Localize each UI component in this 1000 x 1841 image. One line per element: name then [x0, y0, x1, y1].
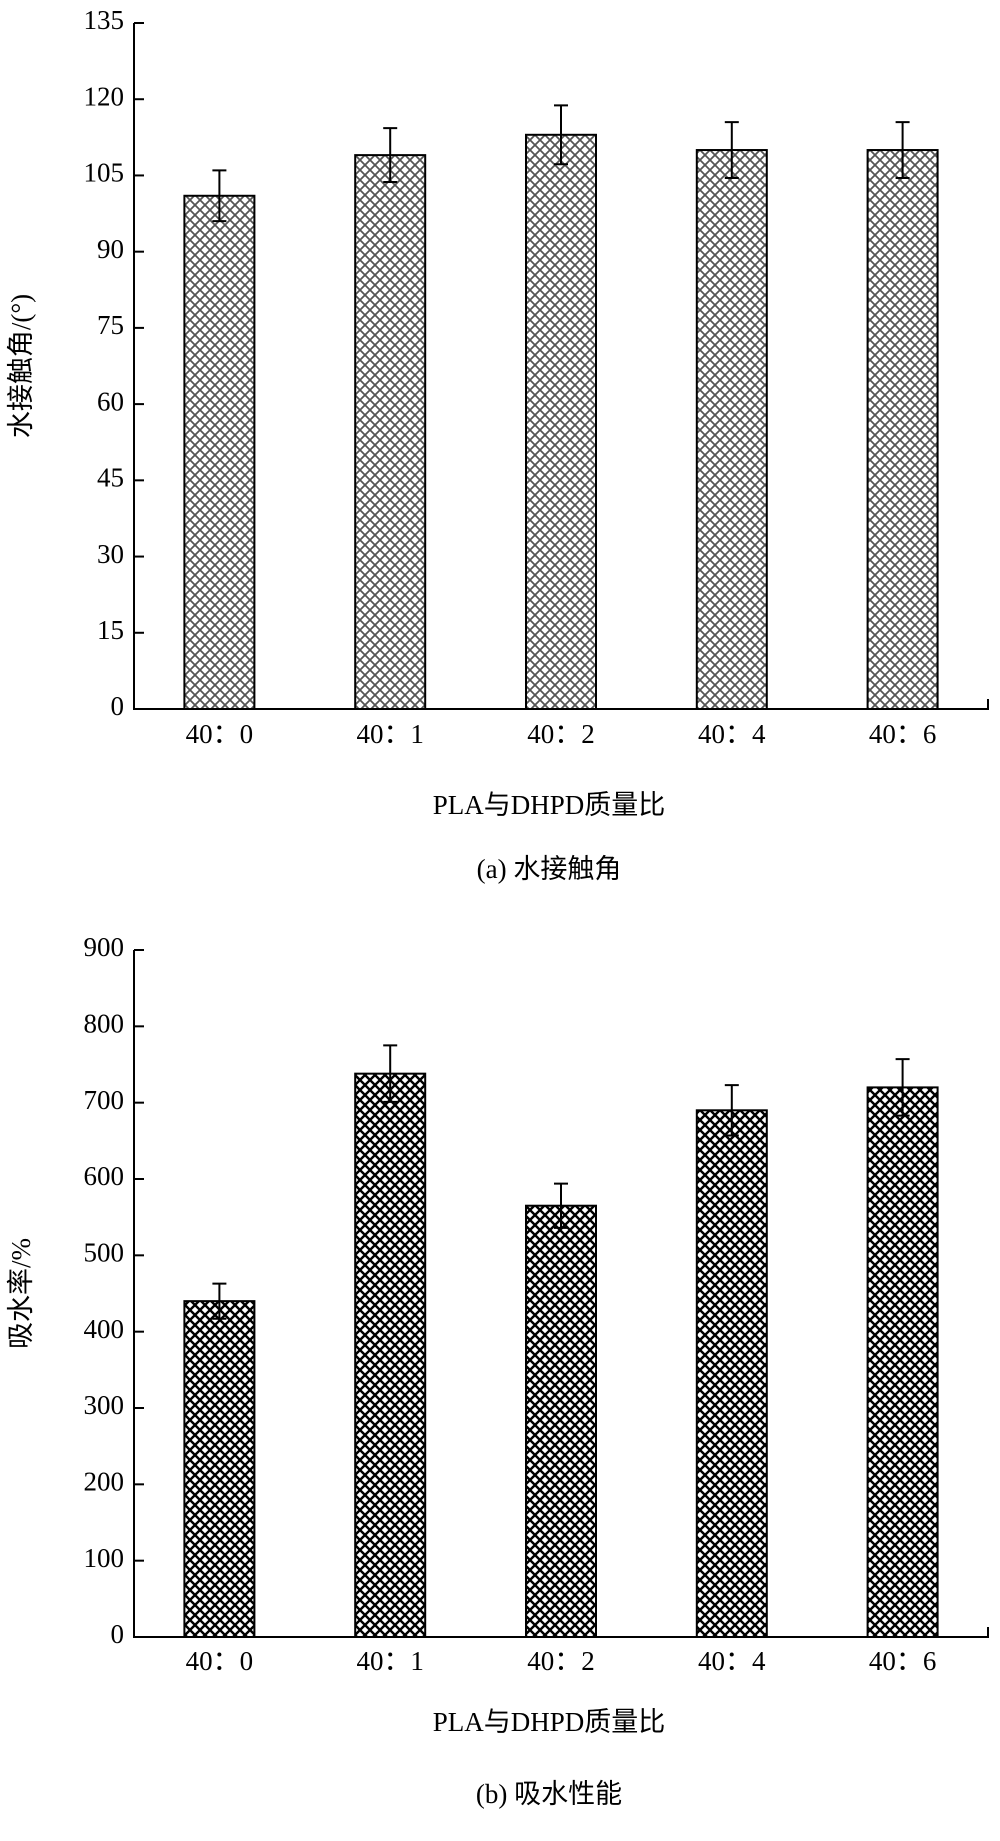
error-bar [724, 121, 739, 179]
error-bar [895, 121, 910, 179]
caption: (b) 吸水性能 [476, 1779, 622, 1809]
x-tick-label: 40：1 [356, 1646, 424, 1676]
bar [183, 1300, 256, 1638]
y-tick-label: 300 [84, 1390, 125, 1420]
y-tick-label: 105 [84, 158, 125, 188]
error-bar [554, 1182, 568, 1229]
x-tick-label: 40：6 [869, 719, 937, 749]
error-bar [895, 1058, 910, 1117]
error-bar [383, 127, 398, 184]
bar [695, 1109, 768, 1639]
error-bar [212, 1282, 227, 1320]
y-axis-label: 吸水率/% [6, 1238, 36, 1349]
x-tick-label: 40：2 [527, 1646, 595, 1676]
error-bar [554, 104, 568, 166]
error-bar [724, 1084, 739, 1137]
x-tick-label: 40：1 [356, 719, 424, 749]
y-tick-label: 135 [84, 5, 125, 35]
y-tick-label: 90 [97, 234, 124, 264]
y-tick-label: 75 [97, 310, 124, 340]
x-tick-label: 40：6 [869, 1646, 937, 1676]
y-tick-label: 200 [84, 1467, 125, 1497]
error-bar [383, 1044, 398, 1103]
bar [183, 194, 256, 710]
y-axis-label: 水接触角/(°) [6, 294, 36, 438]
y-tick-label: 500 [84, 1238, 125, 1268]
y-tick-label: 60 [97, 386, 124, 416]
x-tick-label: 40：0 [186, 1646, 254, 1676]
y-tick-label: 0 [111, 1619, 125, 1649]
y-tick-label: 100 [84, 1543, 125, 1573]
x-tick-label: 40：0 [186, 719, 254, 749]
y-tick-label: 600 [84, 1161, 125, 1191]
x-tick-label: 40：4 [698, 719, 766, 749]
y-tick-label: 15 [97, 615, 124, 645]
y-tick-label: 900 [84, 932, 125, 962]
bar [866, 1086, 939, 1638]
x-axis-label: PLA与DHPD质量比 [433, 790, 666, 820]
y-tick-label: 0 [111, 691, 125, 721]
y-tick-label: 30 [97, 539, 124, 569]
bar [525, 1204, 597, 1638]
y-tick-label: 120 [84, 81, 125, 111]
x-tick-label: 40：4 [698, 1646, 766, 1676]
x-axis-label: PLA与DHPD质量比 [433, 1707, 666, 1737]
caption: (a) 水接触角 [477, 854, 622, 884]
bar [354, 154, 427, 710]
y-tick-label: 400 [84, 1314, 125, 1344]
y-tick-label: 45 [97, 463, 124, 493]
y-tick-label: 800 [84, 1009, 125, 1039]
bar [354, 1072, 427, 1639]
bar [866, 149, 939, 710]
y-tick-label: 700 [84, 1085, 125, 1115]
error-bar [212, 169, 227, 223]
bar [695, 149, 768, 710]
bar [525, 133, 597, 710]
x-tick-label: 40：2 [527, 719, 595, 749]
